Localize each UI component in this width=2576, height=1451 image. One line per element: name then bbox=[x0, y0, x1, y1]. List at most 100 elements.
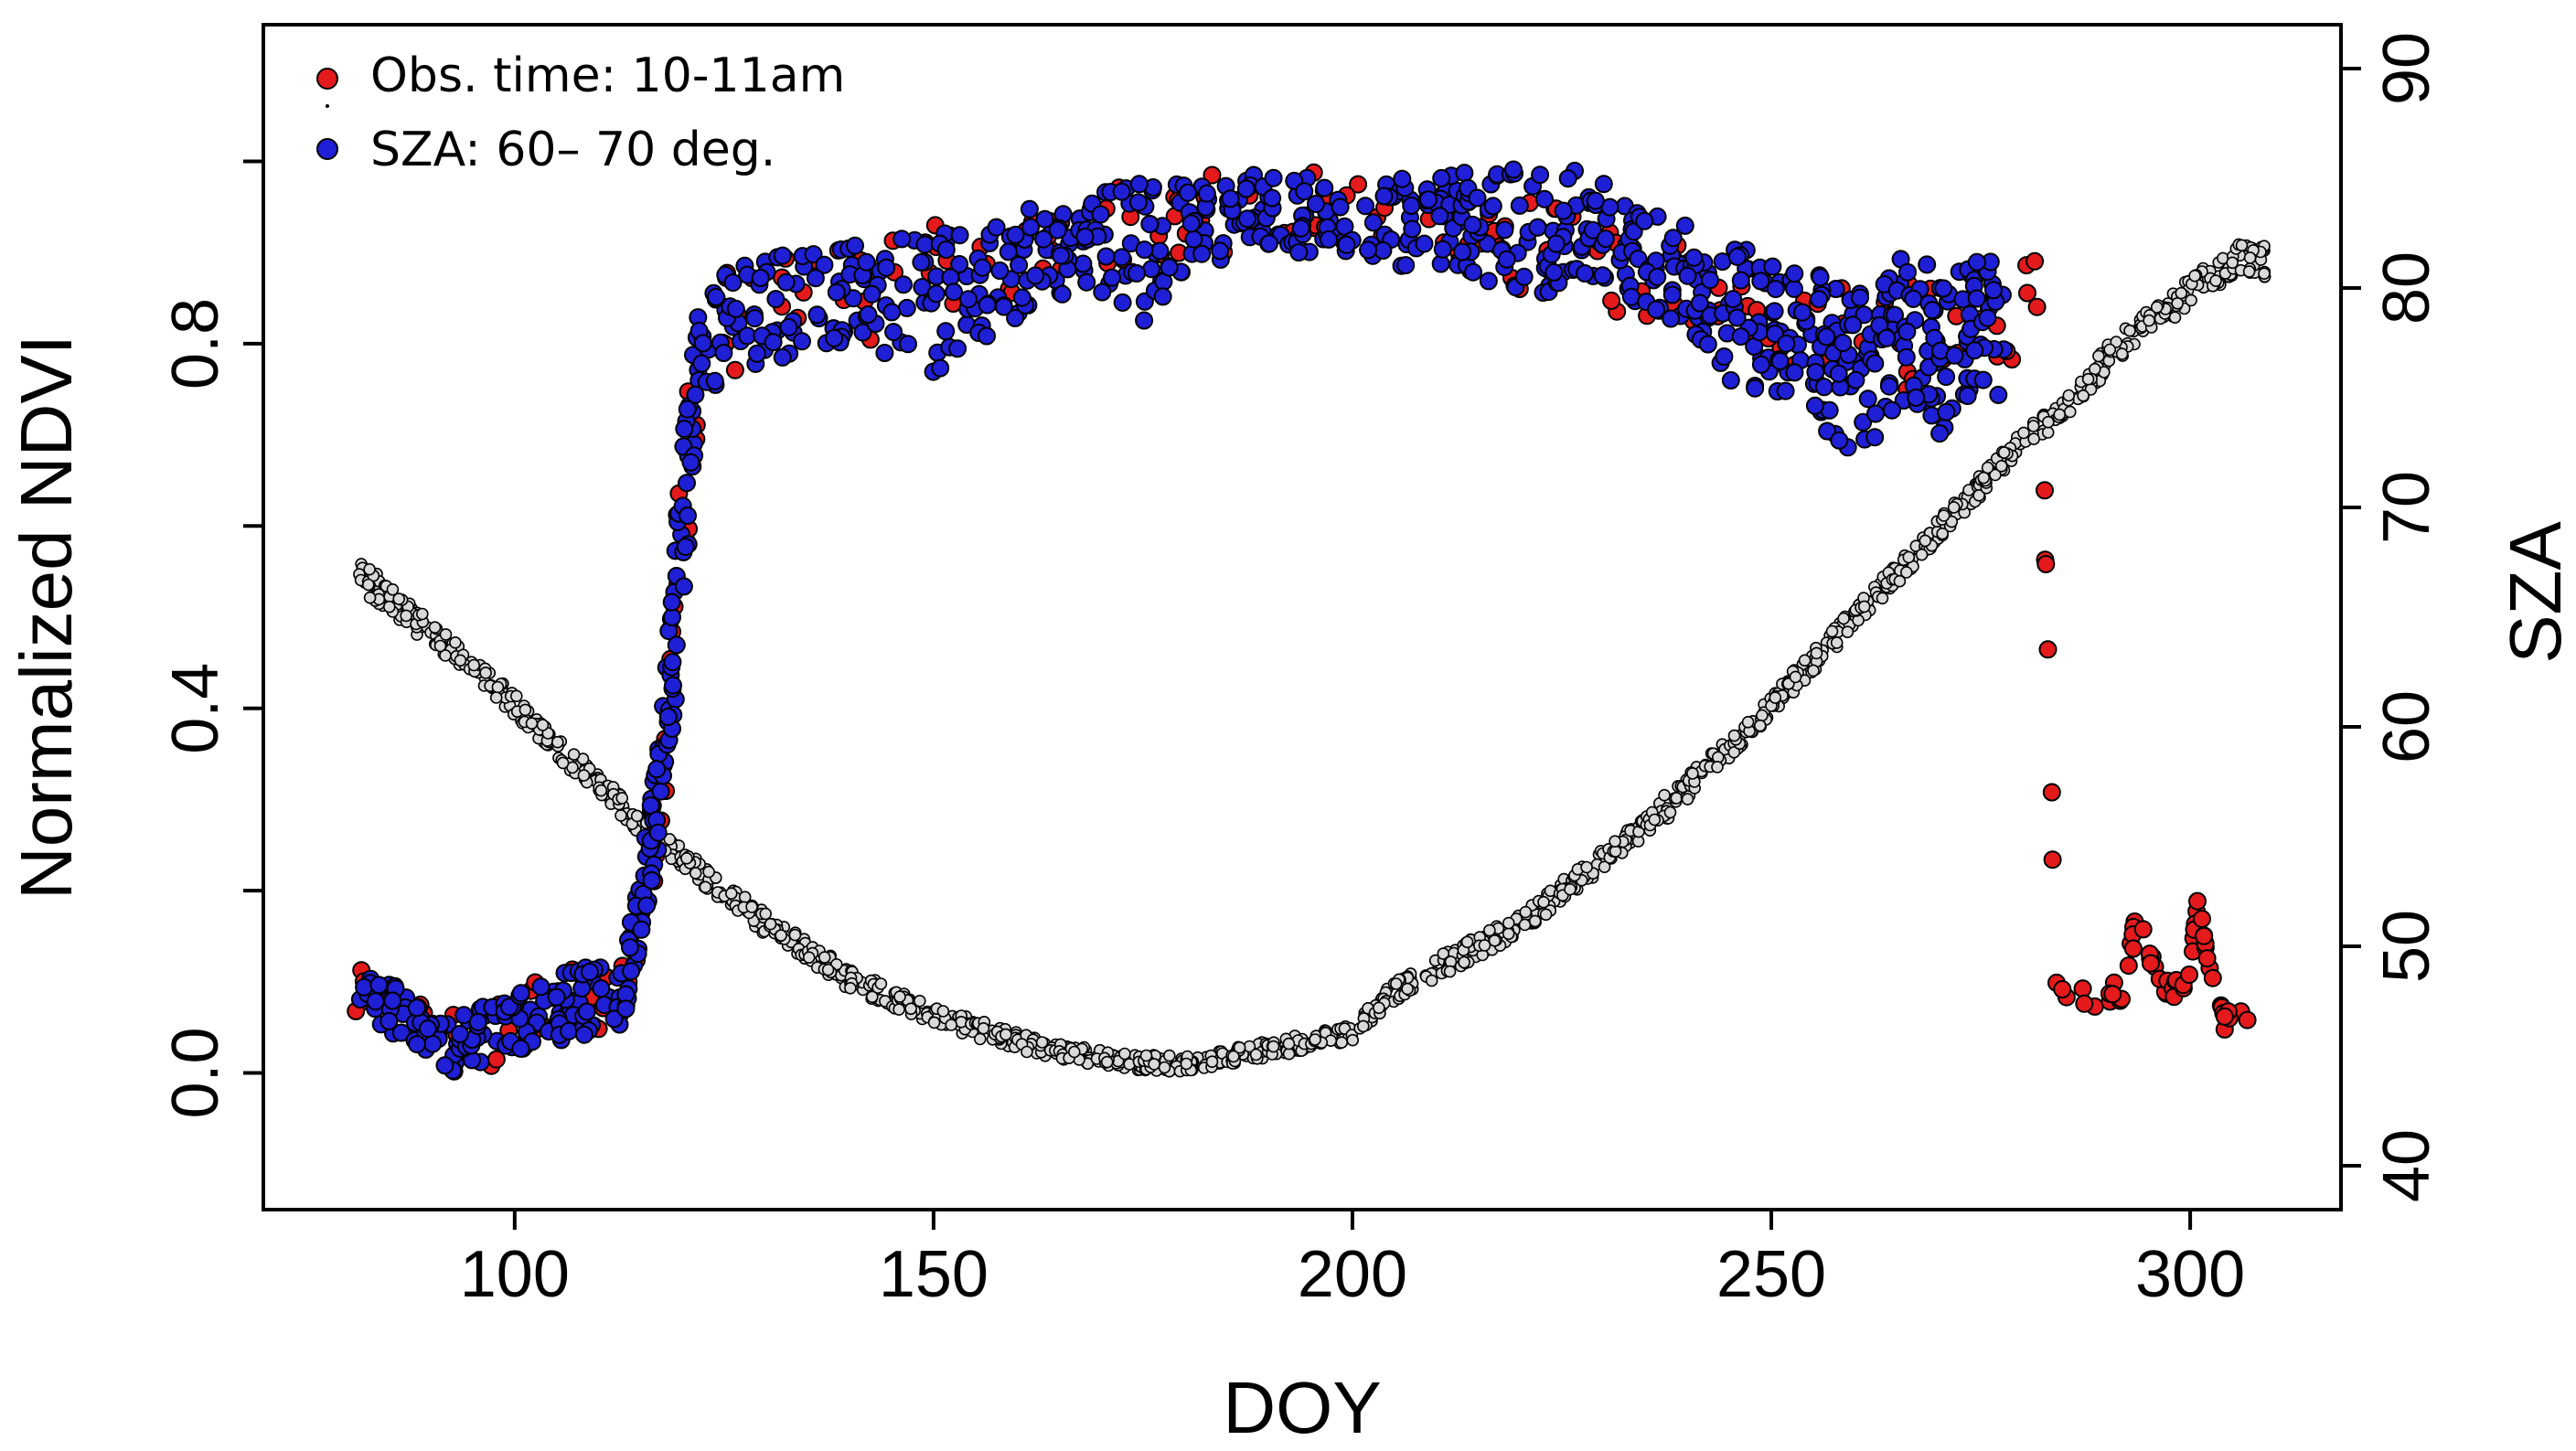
sza-range-point bbox=[806, 269, 825, 288]
sza-point bbox=[1148, 1058, 1160, 1071]
sza-range-point bbox=[705, 371, 724, 390]
sza-range-point bbox=[1770, 352, 1790, 370]
sza-point bbox=[1267, 1040, 1280, 1053]
sza-range-point bbox=[1558, 169, 1577, 188]
sza-range-point bbox=[1160, 258, 1179, 277]
sza-range-point bbox=[1989, 385, 2008, 404]
sza-point bbox=[1648, 813, 1662, 827]
sza-point bbox=[2150, 301, 2164, 314]
sza-range-point bbox=[882, 303, 902, 322]
sza-range-point bbox=[1854, 412, 1873, 432]
sza-point bbox=[1989, 468, 2002, 482]
sza-point bbox=[1798, 654, 1812, 667]
sza-range-point bbox=[978, 326, 996, 346]
sza-point bbox=[556, 756, 570, 770]
sza-range-point bbox=[1675, 216, 1694, 235]
sza-range-point bbox=[580, 963, 599, 981]
sza-range-point bbox=[355, 977, 374, 997]
sza-point bbox=[2143, 314, 2155, 327]
sza-range-point bbox=[1495, 220, 1514, 240]
sza-point bbox=[874, 977, 888, 990]
sza-point bbox=[821, 963, 835, 976]
sza-range-point bbox=[1103, 268, 1121, 287]
sza-point bbox=[1997, 446, 2011, 459]
sza-range-point bbox=[686, 385, 705, 404]
y-tick-label: 0.4 bbox=[159, 663, 232, 754]
sza-point bbox=[1994, 459, 2008, 473]
sza-point bbox=[802, 951, 816, 964]
obs-time-point bbox=[2042, 783, 2061, 802]
sza-range-point bbox=[531, 977, 550, 997]
sza-point bbox=[1282, 1037, 1296, 1051]
sza-point bbox=[1478, 939, 1491, 952]
sza-point bbox=[764, 917, 777, 931]
sza-point bbox=[1580, 860, 1593, 874]
sza-point bbox=[2103, 343, 2116, 357]
sza-range-point bbox=[1337, 235, 1356, 254]
legend: Obs. time: 10-11am SZA: 60– 70 deg. bbox=[316, 48, 845, 177]
sza-point bbox=[1876, 592, 1889, 605]
sza-range-point bbox=[773, 347, 792, 367]
sza-point bbox=[1519, 905, 1533, 919]
sza-point bbox=[550, 735, 564, 749]
obs-time-point bbox=[725, 360, 744, 379]
sza-point bbox=[386, 582, 400, 596]
sza-range-point bbox=[1945, 346, 1964, 365]
obs-time-point bbox=[2238, 1010, 2257, 1030]
sza-range-point bbox=[1806, 363, 1825, 381]
sza-range-point bbox=[418, 1019, 437, 1039]
sza-range-point bbox=[663, 653, 682, 672]
sza-point bbox=[738, 891, 752, 904]
sza-range-point bbox=[1535, 189, 1554, 208]
sza-point bbox=[467, 658, 481, 672]
sza-range-point bbox=[1129, 175, 1149, 194]
sza-point bbox=[1502, 916, 1515, 930]
x-axis-label: DOY bbox=[1223, 1367, 1381, 1448]
sza-range-point bbox=[1483, 197, 1502, 216]
sza-range-point bbox=[1865, 354, 1885, 373]
sza-range-point bbox=[1010, 255, 1029, 274]
sza-point bbox=[1068, 1045, 1081, 1059]
sza-range-point bbox=[1583, 220, 1602, 240]
sza-range-point bbox=[1594, 175, 1613, 194]
y-axis-right: 40 50 60 70 80 90 bbox=[2341, 32, 2443, 1202]
y2-tick-label: 60 bbox=[2370, 690, 2443, 763]
sza-range-point bbox=[745, 309, 764, 328]
sza-point bbox=[2226, 256, 2239, 270]
sza-range-point bbox=[423, 1034, 443, 1053]
sza-range-point bbox=[1053, 284, 1072, 304]
sza-point bbox=[1919, 534, 1932, 548]
obs-time-point bbox=[2075, 994, 2094, 1013]
sza-point bbox=[702, 865, 715, 879]
sza-point bbox=[2188, 269, 2201, 283]
sza-range-point bbox=[1211, 241, 1230, 261]
sza-point bbox=[567, 748, 581, 762]
sza-range-point bbox=[1647, 300, 1666, 319]
sza-range-point bbox=[1751, 355, 1770, 374]
sza-point bbox=[1658, 788, 1671, 802]
sza-range-point bbox=[1785, 363, 1804, 382]
sza-point bbox=[1830, 636, 1844, 649]
sza-range-point bbox=[1937, 368, 1956, 387]
sza-range-point bbox=[1315, 178, 1334, 197]
sza-range-point bbox=[1766, 280, 1785, 299]
sza-range-point bbox=[1479, 272, 1498, 291]
sza-range-point bbox=[1934, 279, 1953, 298]
sza-range-points-layer bbox=[350, 160, 2014, 1081]
sza-range-point bbox=[1897, 322, 1917, 341]
sza-point bbox=[2042, 415, 2055, 429]
sza-point bbox=[1425, 974, 1438, 987]
obs-time-point bbox=[2053, 980, 2072, 998]
sza-range-point bbox=[948, 339, 967, 358]
sza-point bbox=[2064, 405, 2077, 419]
x-tick-label: 200 bbox=[1298, 1238, 1407, 1311]
sza-range-point bbox=[1785, 279, 1803, 298]
sza-range-point bbox=[825, 328, 844, 347]
sza-point bbox=[630, 809, 644, 823]
sza-range-point bbox=[1818, 421, 1837, 441]
sza-range-point bbox=[1402, 197, 1421, 215]
sza-point bbox=[1893, 574, 1907, 588]
sza-range-point bbox=[1112, 248, 1131, 267]
sza-range-point bbox=[1113, 293, 1132, 312]
sza-point bbox=[1936, 527, 1949, 540]
